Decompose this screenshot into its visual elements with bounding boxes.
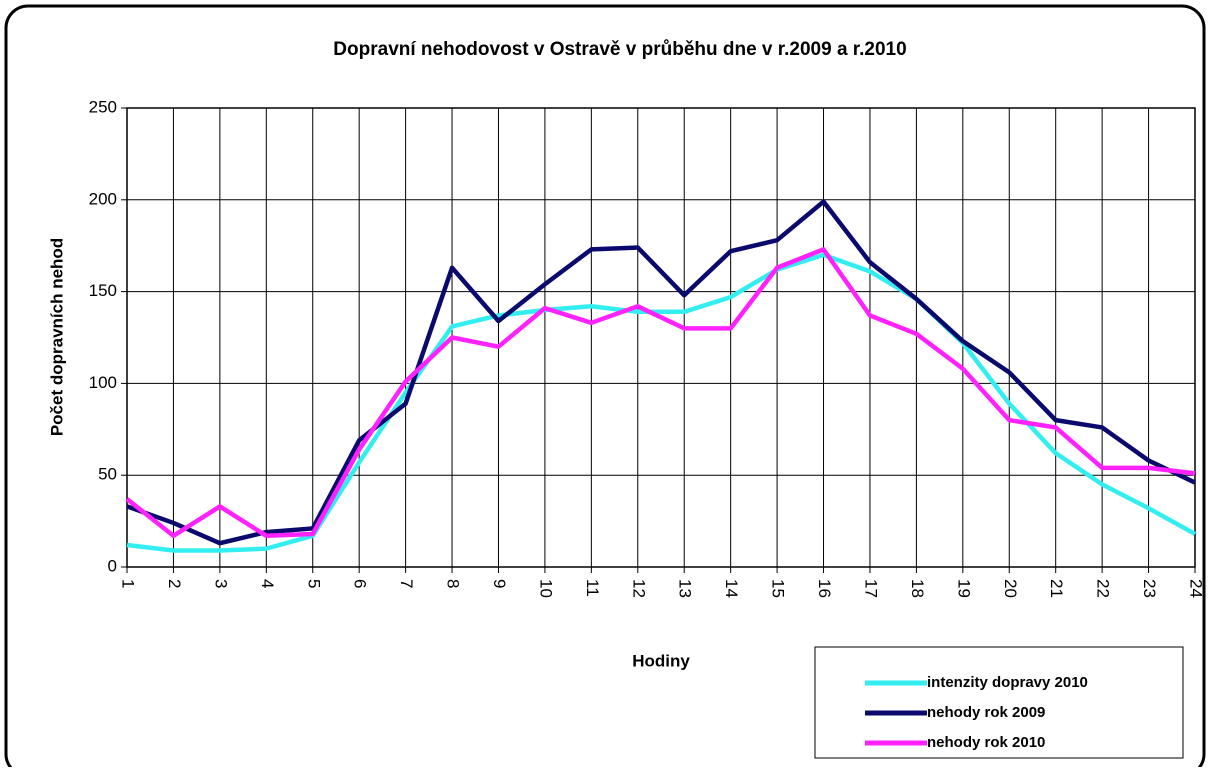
x-tick-label: 4 [258,579,277,588]
x-tick-label: 17 [861,579,880,598]
y-axis-label: Počet dopravních nehod [47,238,66,436]
data-line [125,247,1196,539]
x-tick-label: 6 [351,579,370,588]
x-tick-label: 13 [676,579,695,598]
x-tick-label: 22 [1094,579,1113,598]
y-tick-label: 50 [98,465,117,484]
x-tick-label: 20 [1001,579,1020,598]
y-tick-label: 200 [89,189,117,208]
legend-label: nehody rok 2009 [927,704,1045,721]
chart-frame [4,4,1206,772]
x-tick-label: 3 [211,579,230,588]
x-tick-label: 15 [769,579,788,598]
x-tick-label: 5 [304,579,323,588]
y-tick-label: 150 [89,281,117,300]
x-tick-label: 21 [1047,579,1066,598]
x-tick-label: 8 [444,579,463,588]
x-tick-label: 24 [1187,579,1206,598]
x-tick-label: 7 [397,579,416,588]
y-tick-label: 250 [89,97,117,116]
x-tick-label: 16 [815,579,834,598]
y-tick-label: 0 [108,556,117,575]
x-tick-label: 12 [629,579,648,598]
x-tick-label: 2 [165,579,184,588]
x-tick-label: 1 [119,579,138,588]
x-axis-label: Hodiny [632,651,690,670]
y-tick-label: 100 [89,373,117,392]
x-tick-label: 18 [908,579,927,598]
x-tick-label: 23 [1140,579,1159,598]
data-line [126,199,1196,546]
x-tick-label: 19 [954,579,973,598]
chart-title: Dopravní nehodovost v Ostravě v průběhu … [333,39,906,60]
x-tick-label: 11 [583,579,602,597]
x-tick-label: 10 [536,579,555,598]
x-tick-label: 14 [722,579,741,598]
data-line [126,252,1197,553]
legend-label: intenzity dopravy 2010 [927,674,1088,691]
plot-area [126,107,1196,568]
legend-box [814,646,1184,759]
x-tick-label: 9 [490,579,509,588]
legend-label: nehody rok 2010 [927,734,1045,751]
